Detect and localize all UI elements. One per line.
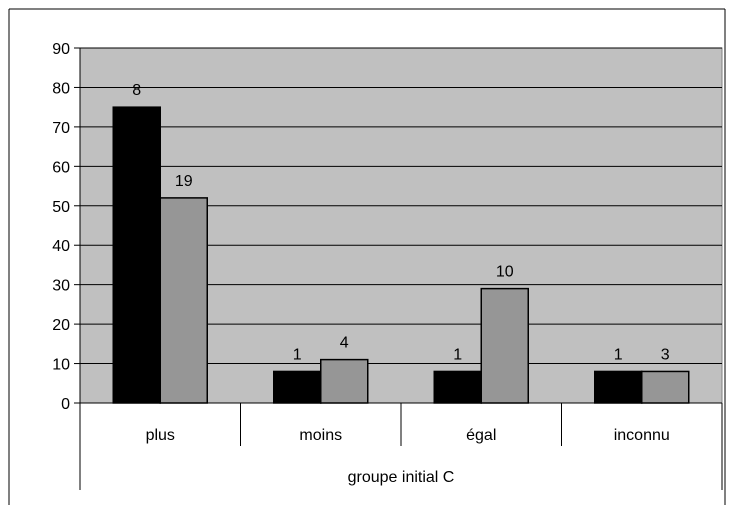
data-label: 3 <box>661 346 670 363</box>
category-labels: plus moins égal inconnu <box>79 403 723 490</box>
y-tick-label: 40 <box>52 238 70 255</box>
data-label: 1 <box>614 346 623 363</box>
bar-plus-series-1 <box>112 106 161 404</box>
y-tick-label: 30 <box>52 278 70 295</box>
y-tick-label: 80 <box>52 80 70 97</box>
y-tick-label: 50 <box>52 199 70 216</box>
data-label: 8 <box>132 82 141 99</box>
data-label: 1 <box>453 346 462 363</box>
category-label: inconnu <box>614 427 670 444</box>
y-tick-label: 10 <box>52 357 70 374</box>
data-label: 10 <box>496 264 514 281</box>
bar-plus-series-2 <box>159 197 208 404</box>
y-tick-label: 0 <box>61 396 70 413</box>
data-label: 1 <box>293 346 302 363</box>
data-label: 4 <box>340 335 349 352</box>
category-label: plus <box>146 427 175 444</box>
bar-égal-series-2 <box>480 287 529 404</box>
data-label: 19 <box>175 173 193 190</box>
y-tick-labels: 0 10 20 30 40 50 60 70 80 90 <box>52 41 80 413</box>
bar-inconnu-series-1 <box>594 370 643 404</box>
bar-inconnu-series-2 <box>641 370 690 404</box>
group-label: groupe initial C <box>348 469 455 486</box>
y-tick-label: 60 <box>52 159 70 176</box>
y-tick-label: 20 <box>52 317 70 334</box>
bar-égal-series-1 <box>433 370 482 404</box>
category-label: égal <box>466 427 496 444</box>
category-label: moins <box>299 427 342 444</box>
bars <box>112 106 690 404</box>
y-tick-label: 70 <box>52 120 70 137</box>
bar-moins-series-1 <box>273 370 322 404</box>
bar-moins-series-2 <box>320 358 369 404</box>
y-tick-label: 90 <box>52 41 70 58</box>
data-labels: 8 19 1 4 1 10 1 3 <box>132 82 670 363</box>
